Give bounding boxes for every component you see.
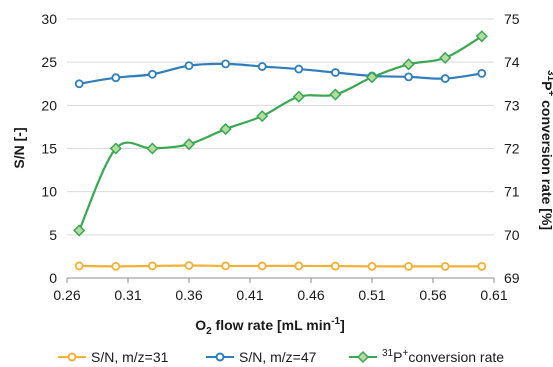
x-tick-label: 0.31 <box>114 287 141 303</box>
y-right-tick-label: 72 <box>504 141 520 157</box>
x-tick-label: 0.26 <box>53 287 80 303</box>
data-point-sn-31 <box>367 261 377 271</box>
data-point-sn-31 <box>74 261 84 271</box>
series <box>73 30 488 271</box>
data-point-sn-31 <box>184 261 194 270</box>
y-right-tick-label: 73 <box>504 97 520 113</box>
data-point-sn-47 <box>111 73 121 83</box>
y-left-tick-label: 30 <box>41 11 57 27</box>
data-point-sn-31 <box>147 261 157 271</box>
data-point-sn-31 <box>440 261 450 271</box>
data-point-conversion <box>329 88 342 101</box>
legend-label-conversion: 31P+conversion rate <box>382 348 504 365</box>
data-point-sn-47 <box>440 74 450 83</box>
legend-item-sn-47: S/N, m/z=47 <box>206 349 317 365</box>
data-point-sn-31 <box>404 261 414 271</box>
data-point-sn-31 <box>330 261 340 271</box>
data-point-conversion <box>365 71 379 84</box>
data-point-sn-47 <box>477 68 487 78</box>
data-point-conversion <box>475 30 488 43</box>
data-point-sn-47 <box>74 79 84 89</box>
y-axis-left-title: S/N [-] <box>11 127 27 168</box>
data-point-sn-31 <box>111 261 121 271</box>
legend-label-sn-31: S/N, m/z=31 <box>91 349 169 365</box>
legend-marker-sn-31 <box>67 352 77 362</box>
data-point-sn-31 <box>477 261 487 271</box>
legend-item-conversion: 31P+conversion rate <box>349 348 504 365</box>
y-left-tick-label: 25 <box>41 54 57 70</box>
y-right-tick-label: 69 <box>504 270 520 286</box>
data-point-sn-47 <box>147 69 157 79</box>
series-line-sn-47 <box>79 62 482 85</box>
data-point-sn-31 <box>294 261 304 271</box>
data-point-conversion <box>182 138 196 151</box>
x-tick-label: 0.41 <box>236 287 263 303</box>
x-tick-label: 0.56 <box>419 287 446 303</box>
y-left-tick-label: 10 <box>41 184 57 200</box>
y-left-tick-label: 0 <box>49 270 57 286</box>
grid <box>67 18 494 236</box>
legend-item-sn-31: S/N, m/z=31 <box>58 349 169 365</box>
y-right-tick-label: 75 <box>504 11 520 27</box>
y-left-tick-label: 20 <box>41 97 57 113</box>
data-point-conversion <box>109 142 122 155</box>
data-point-sn-47 <box>221 59 231 69</box>
data-point-conversion <box>439 51 452 64</box>
data-point-conversion <box>256 110 269 123</box>
x-tick-label: 0.61 <box>480 287 507 303</box>
y-right-tick-label: 74 <box>504 54 520 70</box>
data-point-sn-47 <box>257 62 267 71</box>
data-point-sn-31 <box>221 261 231 271</box>
x-tick-label: 0.51 <box>358 287 385 303</box>
data-point-conversion <box>402 58 415 71</box>
y-right-tick-label: 70 <box>504 227 520 243</box>
legend-label-sn-47: S/N, m/z=47 <box>239 349 317 365</box>
legend: S/N, m/z=31 S/N, m/z=47 31P+conversion r… <box>58 348 504 365</box>
data-point-conversion <box>292 90 305 103</box>
data-point-sn-47 <box>294 64 304 74</box>
series-line-conversion <box>78 35 483 231</box>
x-tick-label: 0.36 <box>175 287 202 303</box>
ticks: 0 5 10 15 20 25 30 69 70 71 72 73 74 75 0.26 0.31 0.36 0.… <box>41 11 519 303</box>
data-point-sn-31 <box>257 261 267 271</box>
legend-marker-conversion <box>356 350 370 364</box>
legend-marker-sn-47 <box>215 352 225 362</box>
y-left-tick-label: 5 <box>49 227 57 243</box>
data-point-conversion <box>219 123 232 136</box>
data-point-sn-47 <box>330 68 340 77</box>
series-line-sn-31 <box>79 264 482 268</box>
x-axis-title: O2 flow rate [mL min-1] <box>195 316 345 337</box>
y-axis-right-title: 31P+ conversion rate [%] <box>539 70 553 230</box>
data-point-conversion <box>146 142 159 155</box>
data-point-conversion <box>73 224 86 237</box>
x-tick-label: 0.46 <box>297 287 324 303</box>
data-point-sn-47 <box>404 72 414 82</box>
data-point-sn-47 <box>184 61 194 71</box>
y-left-tick-label: 15 <box>41 141 57 157</box>
y-right-tick-label: 71 <box>504 184 520 200</box>
